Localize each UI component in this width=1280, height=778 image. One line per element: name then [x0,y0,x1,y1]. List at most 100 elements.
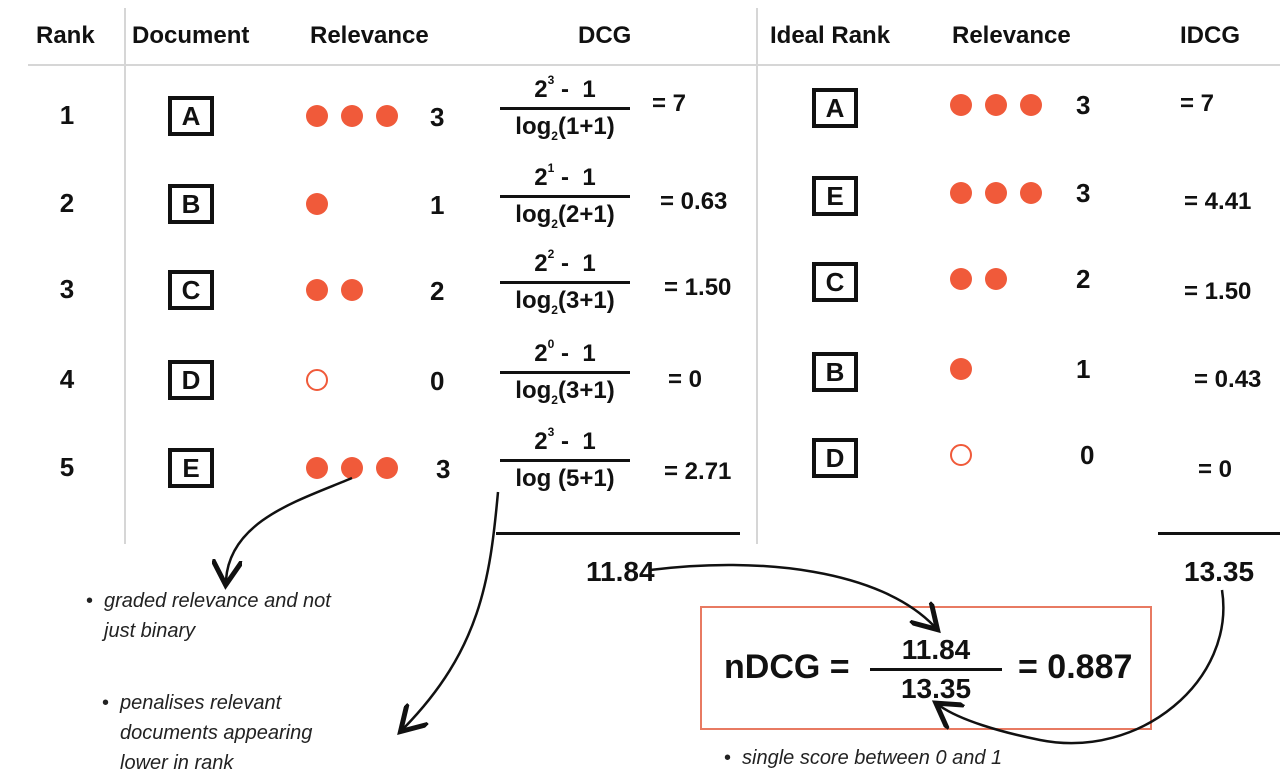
document-box: E [168,448,214,488]
numerator-exponent: 1 [547,161,555,175]
numerator-exponent: 3 [547,425,555,439]
header-divider [28,64,1280,66]
numerator-base: 2 [534,164,548,191]
dcg-numerator: 21 - 1 [500,161,630,192]
note-penalises-line-3: lower in rank [120,752,234,774]
numerator-minus-one: - 1 [554,76,596,103]
rank-number: 4 [59,364,75,394]
dcg-denominator: log2(1+1) [500,113,630,143]
document-box: C [168,270,214,310]
dcg-total: 11.84 [586,556,655,587]
dcg-value: = 7 [652,90,687,117]
numerator-base: 2 [534,250,548,277]
ndcg-fraction-bar [870,668,1002,671]
dcg-numerator: 22 - 1 [500,247,630,278]
ideal-relevance-dot [985,268,1007,290]
rank-number: 2 [59,188,75,218]
numerator-minus-one: - 1 [554,340,596,367]
dcg-fraction: 20 - 1 log2(3+1) [500,337,630,407]
dcg-denominator: log2(3+1) [500,287,630,317]
ideal-relevance-value: 0 [1080,440,1095,470]
header-dcg: DCG [578,22,632,49]
note-graded-line-2: just binary [104,620,196,642]
log-text: log [515,377,552,404]
numerator-minus-one: - 1 [554,250,596,277]
header-ideal-relevance: Relevance [952,22,1071,49]
relevance-dot [376,105,398,127]
ideal-relevance-dot [950,94,972,116]
ideal-relevance-empty-dot [950,444,972,466]
ideal-document-box: D [812,438,858,478]
rank-number: 1 [59,100,75,130]
relevance-value: 2 [430,276,445,306]
relevance-dot [376,457,398,479]
dcg-value: = 0.63 [660,188,728,215]
idcg-sum-rule [1158,532,1280,535]
document-box: A [168,96,214,136]
idcg-total: 13.35 [1184,556,1255,587]
dcg-numerator: 20 - 1 [500,337,630,368]
dcg-fraction-bar [500,371,630,374]
log-base: 2 [551,392,558,407]
relevance-dot [306,193,328,215]
note-penalises-line-1: penalises relevant [120,692,282,714]
numerator-exponent: 3 [547,73,555,87]
log-argument: (5+1) [551,465,615,492]
ideal-relevance-dot [1020,94,1042,116]
ndcg-value: = 0.887 [1018,648,1133,686]
ideal-relevance-dot [950,358,972,380]
dcg-value: = 1.50 [664,274,732,301]
relevance-value: 3 [436,454,451,484]
dcg-denominator: log (5+1) [500,465,630,495]
column-divider-rank [124,8,126,544]
document-box: D [168,360,214,400]
ideal-relevance-value: 2 [1076,264,1091,294]
dcg-sum-rule [496,532,740,535]
ideal-relevance-value: 1 [1076,354,1091,384]
arrow-penalises [404,491,500,728]
ideal-relevance-dot [950,268,972,290]
ideal-relevance-dot [985,94,1007,116]
ideal-document-box: A [812,88,858,128]
log-argument: (2+1) [557,201,615,228]
dcg-fraction: 23 - 1 log2(1+1) [500,73,630,143]
header-ideal-rank: Ideal Rank [770,22,891,49]
dcg-numerator: 23 - 1 [500,425,630,456]
relevance-dot [306,279,328,301]
relevance-dot [341,105,363,127]
ideal-relevance-value: 3 [1076,178,1091,208]
header-document: Document [132,22,250,49]
relevance-value: 1 [430,190,445,220]
ndcg-fraction: 11.84 13.35 [870,634,1002,705]
idcg-value: = 1.50 [1184,278,1252,305]
idcg-value: = 0.43 [1194,366,1262,393]
rank-number: 3 [59,274,75,304]
header-rank: Rank [36,22,95,49]
header-idcg: IDCG [1180,22,1240,49]
ideal-relevance-dot [985,182,1007,204]
ideal-document-box: B [812,352,858,392]
idcg-value: = 7 [1180,90,1215,117]
note-penalises: penalises relevant documents appearing l… [102,688,312,778]
arrow-dcg-to-ndcg [649,563,934,626]
rank-number: 5 [59,452,75,482]
dcg-fraction: 22 - 1 log2(3+1) [500,247,630,317]
document-box: B [168,184,214,224]
numerator-exponent: 0 [547,337,555,351]
relevance-dot [341,279,363,301]
relevance-dot [306,105,328,127]
dcg-fraction: 23 - 1 log (5+1) [500,425,630,495]
numerator-base: 2 [534,76,548,103]
ideal-relevance-value: 3 [1076,90,1091,120]
arrow-idcg-to-ndcg [940,589,1225,745]
log-argument: (3+1) [557,287,615,314]
numerator-base: 2 [534,428,548,455]
log-text: log [515,465,552,492]
relevance-empty-dot [306,369,328,391]
log-argument: (3+1) [557,377,615,404]
dcg-fraction-bar [500,195,630,198]
ndcg-label: nDCG = [724,648,850,686]
log-argument: (1+1) [557,113,615,140]
header-relevance: Relevance [310,22,429,49]
ideal-relevance-dot [1020,182,1042,204]
